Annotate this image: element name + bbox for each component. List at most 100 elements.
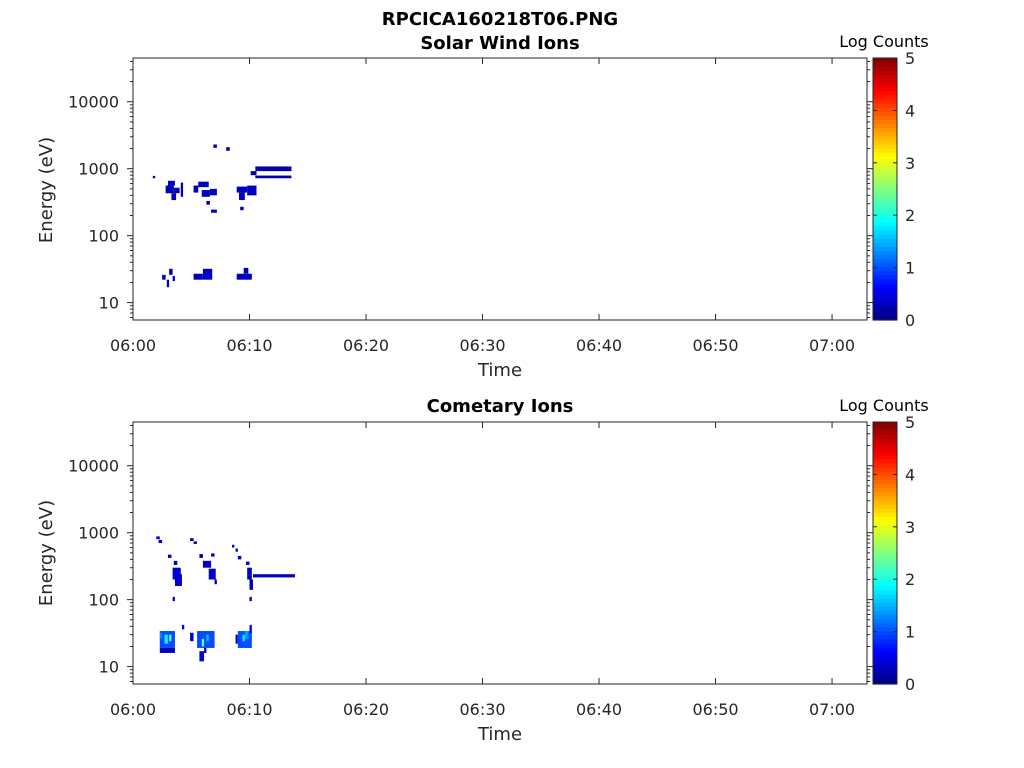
colorbar-segment (873, 283, 897, 288)
heatmap-cell (201, 190, 210, 197)
heatmap-cell (239, 192, 245, 201)
colorbar-segment (873, 557, 897, 562)
colorbar-segment (873, 103, 897, 108)
colorbar-segment (873, 176, 897, 182)
colorbar-segment (873, 139, 897, 145)
heatmap-cell (156, 536, 160, 540)
x-tick-label: 06:50 (692, 336, 738, 355)
colorbar-segment (873, 78, 897, 84)
heatmap-cell (198, 181, 209, 188)
cometary-panel: Cometary Ions 06:00 06:10 06:20 06:30 06:40 0… (36, 396, 929, 745)
heatmap-cell (209, 188, 217, 196)
colorbar-segment (873, 262, 897, 268)
heatmap-cell (193, 273, 203, 280)
colorbar-segment (873, 246, 897, 252)
y-tick-label: 1000 (78, 160, 119, 179)
colorbar-segment (873, 475, 897, 480)
colorbar-segment (873, 229, 897, 235)
heatmap-cell (172, 275, 175, 282)
colorbar-segment (873, 479, 897, 485)
heatmap-cell (237, 555, 242, 560)
heatmap-cell (253, 574, 295, 578)
colorbar-segment (873, 70, 897, 75)
heatmap-cell (171, 193, 177, 201)
colorbar: 0 1 2 3 4 5 (872, 49, 915, 330)
x-axis-label: Time (477, 724, 522, 745)
colorbar-segment (873, 58, 897, 63)
heatmap-cell (181, 624, 185, 630)
colorbar-segment (873, 528, 897, 534)
heatmap-cell (249, 596, 252, 602)
colorbar-segment (873, 638, 897, 644)
colorbar-segment (873, 577, 897, 583)
colorbar-segment (873, 82, 897, 88)
colorbar-segment (873, 148, 897, 153)
colorbar-segment (873, 467, 897, 472)
heatmap-cell (208, 568, 216, 580)
colorbar-segment (873, 512, 897, 517)
colorbar-segment (873, 487, 897, 493)
colorbar-segment (873, 503, 897, 509)
colorbar-segment (873, 201, 897, 206)
heatmap-cell (167, 180, 175, 186)
heatmap-cell (235, 634, 238, 644)
colorbar-segment (873, 569, 897, 575)
colorbar-segment (873, 585, 897, 591)
colorbar-segment (873, 553, 897, 558)
colorbar-segment (873, 62, 897, 67)
colorbar-segment (873, 242, 897, 247)
colorbar-segment (873, 516, 897, 521)
heatmap-cell (206, 634, 209, 642)
figure-title: RPCICA160218T06.PNG (382, 9, 618, 30)
solar-wind-panel: Solar Wind Ions 06:00 06:10 06:20 06:30 06:4… (36, 32, 929, 381)
colorbar-segment (873, 626, 897, 632)
heatmap-cell (243, 267, 249, 274)
colorbar-frame (872, 421, 898, 685)
colorbar-segment (873, 193, 897, 198)
colorbar-segment (873, 123, 897, 129)
x-tick-label: 06:50 (692, 700, 738, 719)
colorbar-segment (873, 471, 897, 476)
colorbar-segment (873, 454, 897, 460)
y-tick-label: 10 (99, 658, 119, 677)
x-tick-label: 07:00 (809, 336, 855, 355)
heatmap-cell (249, 579, 254, 590)
colorbar-segment (873, 160, 897, 166)
heatmap-cell (213, 144, 217, 148)
colorbar-tick-label: 5 (905, 49, 915, 68)
colorbar-tick-label: 4 (905, 465, 915, 484)
colorbar-segment (873, 250, 897, 256)
heatmap-cell (174, 574, 182, 586)
colorbar-segment (873, 651, 897, 656)
colorbar-segment (873, 548, 897, 554)
colorbar-segment (873, 520, 897, 525)
heatmap-cell (158, 539, 163, 544)
heatmap-cell (193, 541, 198, 544)
heatmap-cell (169, 268, 173, 275)
y-tick-label: 10000 (68, 93, 119, 112)
heatmap-cell (173, 187, 180, 194)
colorbar-segment (873, 258, 897, 264)
y-tick-label: 10 (99, 294, 119, 313)
colorbar-segment (873, 614, 897, 620)
colorbar-segment (873, 667, 897, 673)
y-tick-label: 1000 (78, 524, 119, 543)
colorbar-segment (873, 107, 897, 112)
heatmap-cell (167, 554, 172, 558)
colorbar-tick-label: 4 (905, 101, 915, 120)
heatmap-cell (202, 560, 212, 568)
axis-ticks: 06:00 06:10 06:20 06:30 06:40 06:50 07:00 10 100… (68, 58, 873, 355)
y-axis-label: Energy (eV) (36, 137, 57, 243)
heatmap-cell (226, 147, 230, 151)
colorbar-label: Log Counts (839, 396, 929, 415)
colorbar-segment (873, 598, 897, 603)
colorbar-segment (873, 659, 897, 665)
heatmap-cell (152, 175, 156, 179)
colorbar-segment (873, 189, 897, 194)
colorbar-segment (873, 225, 897, 231)
x-tick-label: 06:30 (459, 700, 505, 719)
colorbar-segment (873, 94, 897, 100)
colorbar-segment (873, 234, 897, 239)
heatmap-cell (214, 579, 217, 585)
colorbar-segment (873, 299, 897, 305)
